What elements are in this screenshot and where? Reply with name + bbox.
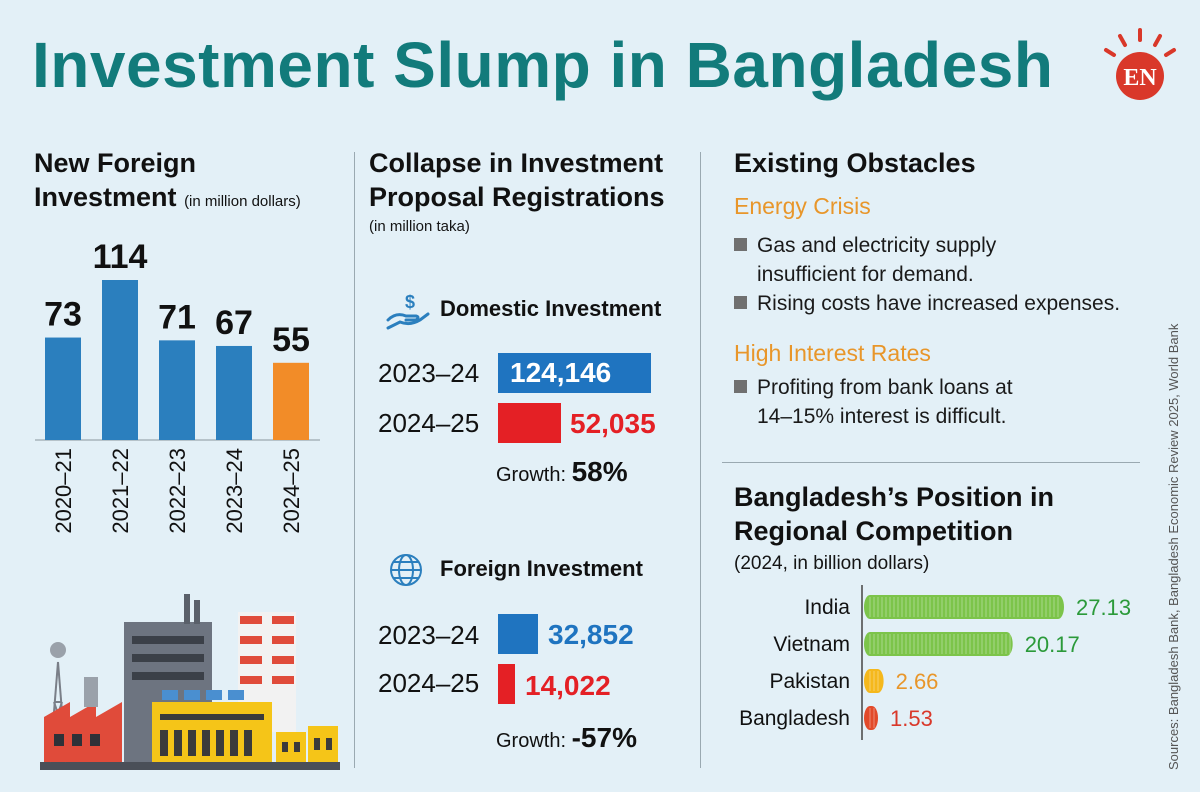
factory-illustration [40,594,340,770]
coin-bar-Pakistan [864,669,884,693]
coin-bar-Bangladesh [864,706,878,730]
interest-heading: High Interest Rates [734,340,931,366]
country-value: 1.53 [890,706,933,731]
bullet-icon [734,296,747,309]
page-title: Investment Slump in Bangladesh [32,29,1054,101]
coin-bar-India [864,595,1064,619]
bar-2024–25 [273,362,309,440]
foreign-label: Foreign Investment [440,556,643,581]
divider-3 [722,462,1140,463]
bar-value-label: 67 [215,304,253,342]
domestic-year-2: 2024–25 [378,408,480,438]
year-tick-label: 2021–22 [108,448,133,534]
foreign-growth: Growth: -57% [496,722,637,753]
svg-text:$: $ [405,292,415,312]
energy-bullet-2: Rising costs have increased expenses. [734,289,1154,318]
bar-value-label: 73 [44,296,82,334]
year-tick-label: 2022–23 [165,448,190,534]
section4-heading: Bangladesh’s Position in Regional Compet… [734,482,1055,546]
foreign-year-2: 2024–25 [378,668,480,698]
domestic-bar-2024-25 [498,403,561,443]
money-hand-icon: $ [386,292,430,330]
country-value: 27.13 [1076,595,1131,620]
energy-bullets: Gas and electricity supply insufficient … [734,231,1154,318]
bar-2023–24 [216,345,252,440]
bar-value-label: 114 [93,238,148,276]
bullet-icon [734,238,747,251]
bar-2020–21 [45,337,81,440]
energy-heading: Energy Crisis [734,193,871,219]
section2-unit: (in million taka) [369,218,470,235]
domestic-year-1: 2023–24 [378,358,480,388]
interest-bullets: Profiting from bank loans at 14–15% inte… [734,373,1154,431]
domestic-growth: Growth: 58% [496,456,628,487]
section2-heading: Collapse in Investment Proposal Registra… [369,148,665,212]
year-tick-label: 2020–21 [51,448,76,534]
domestic-label: Domestic Investment [440,296,662,321]
country-label: Bangladesh [739,707,850,730]
bullet-icon [734,380,747,393]
country-value: 2.66 [896,669,939,694]
sources-note: Sources: Bangladesh Bank, Bangladesh Eco… [1166,323,1181,770]
year-tick-label: 2024–25 [279,448,304,534]
country-value: 20.17 [1025,632,1080,657]
section1-heading: New Foreign Investment (in million dolla… [34,148,301,212]
foreign-value-2: 14,022 [525,670,611,701]
bar-value-label: 55 [272,321,310,359]
divider-1 [354,152,355,768]
globe-icon [390,554,422,586]
year-tick-label: 2023–24 [222,448,247,534]
regional-competition-chart: India 27.13 Vietnam 20.17 Pakistan 2.66 Bangla… [739,585,1131,740]
country-label: India [804,596,850,619]
bar-2021–22 [102,280,138,440]
domestic-value-2: 52,035 [570,408,656,439]
interest-bullet-1: Profiting from bank loans at [734,373,1154,402]
foreign-investment-bar-chart: 73 2020–21 114 2021–22 71 2022–23 67 2023–24 55 2… [35,238,320,534]
domestic-bar-2023-24 [498,353,651,393]
section4-unit: (2024, in billion dollars) [734,553,930,574]
foreign-bar-2023-24 [498,614,538,654]
foreign-value-1: 32,852 [548,619,634,650]
logo-text: EN [1123,65,1157,91]
bar-value-label: 71 [158,298,196,336]
foreign-bar-2024-25 [498,664,515,704]
interest-bullet-1-cont: 14–15% interest is difficult. [757,405,1007,428]
bar-2022–23 [159,340,195,440]
foreign-year-1: 2023–24 [378,620,480,650]
section3-heading: Existing Obstacles [734,148,976,178]
energy-bullet-1: Gas and electricity supply [734,231,1154,260]
coin-bar-Vietnam [864,632,1013,656]
en-logo: EN [1104,28,1176,100]
divider-2 [700,152,701,768]
country-label: Vietnam [773,633,850,656]
energy-bullet-1-cont: insufficient for demand. [757,263,974,286]
country-label: Pakistan [769,670,850,693]
domestic-value-1: 124,146 [510,357,612,388]
section1-unit: (in million dollars) [184,193,301,210]
